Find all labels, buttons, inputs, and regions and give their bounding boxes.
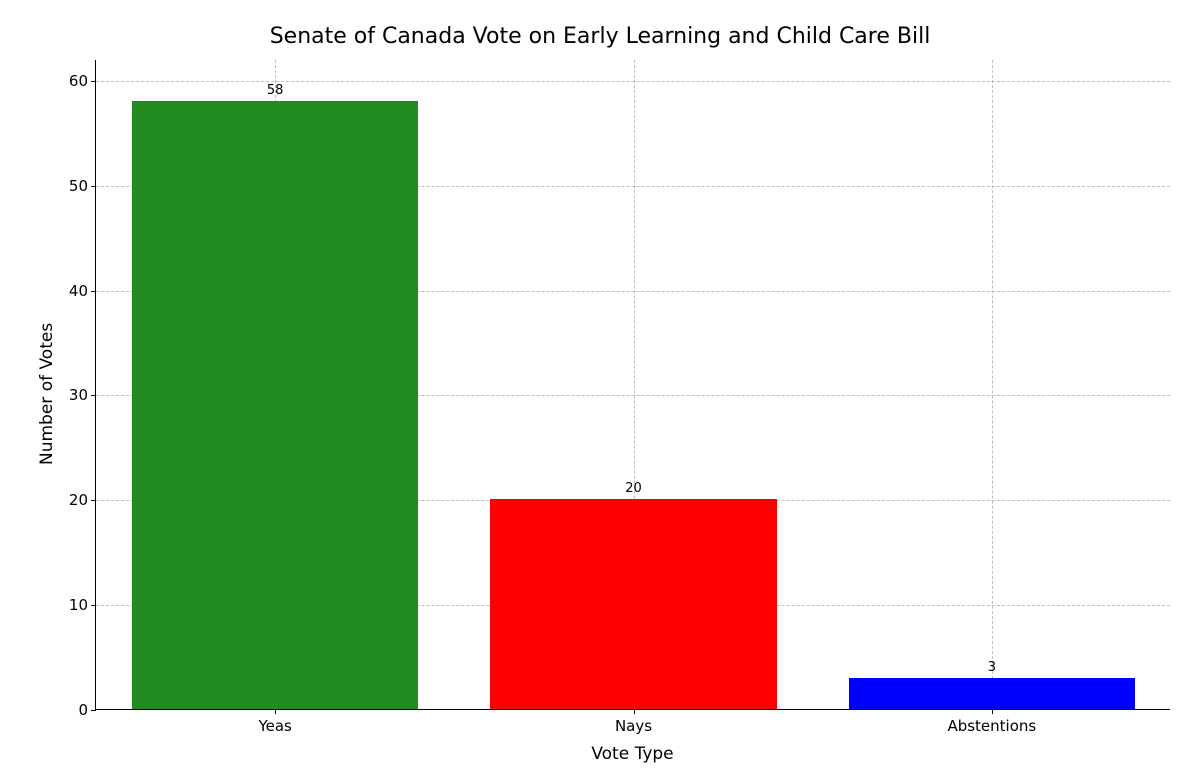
x-gridline <box>992 60 993 709</box>
x-tick-label: Nays <box>615 709 652 735</box>
bar-value-label: 3 <box>988 660 996 675</box>
y-tick-label: 60 <box>69 72 96 90</box>
chart-container: Senate of Canada Vote on Early Learning … <box>0 0 1200 784</box>
y-axis-label: Number of Votes <box>37 323 57 465</box>
y-tick-label: 10 <box>69 596 96 614</box>
chart-title: Senate of Canada Vote on Early Learning … <box>0 24 1200 49</box>
bar-abstentions <box>849 678 1136 709</box>
bar-value-label: 20 <box>625 481 642 496</box>
y-tick-label: 50 <box>69 177 96 195</box>
x-axis-label: Vote Type <box>95 744 1170 764</box>
x-tick-label: Yeas <box>258 709 291 735</box>
bar-yeas <box>132 101 419 709</box>
x-tick-label: Abstentions <box>947 709 1036 735</box>
bar-value-label: 58 <box>267 83 284 98</box>
y-tick-label: 0 <box>78 701 96 719</box>
y-tick-label: 40 <box>69 282 96 300</box>
y-tick-label: 30 <box>69 386 96 404</box>
y-tick-label: 20 <box>69 491 96 509</box>
plot-area: 010203040506058Yeas20Nays3Abstentions <box>95 60 1170 710</box>
bar-nays <box>490 499 777 709</box>
